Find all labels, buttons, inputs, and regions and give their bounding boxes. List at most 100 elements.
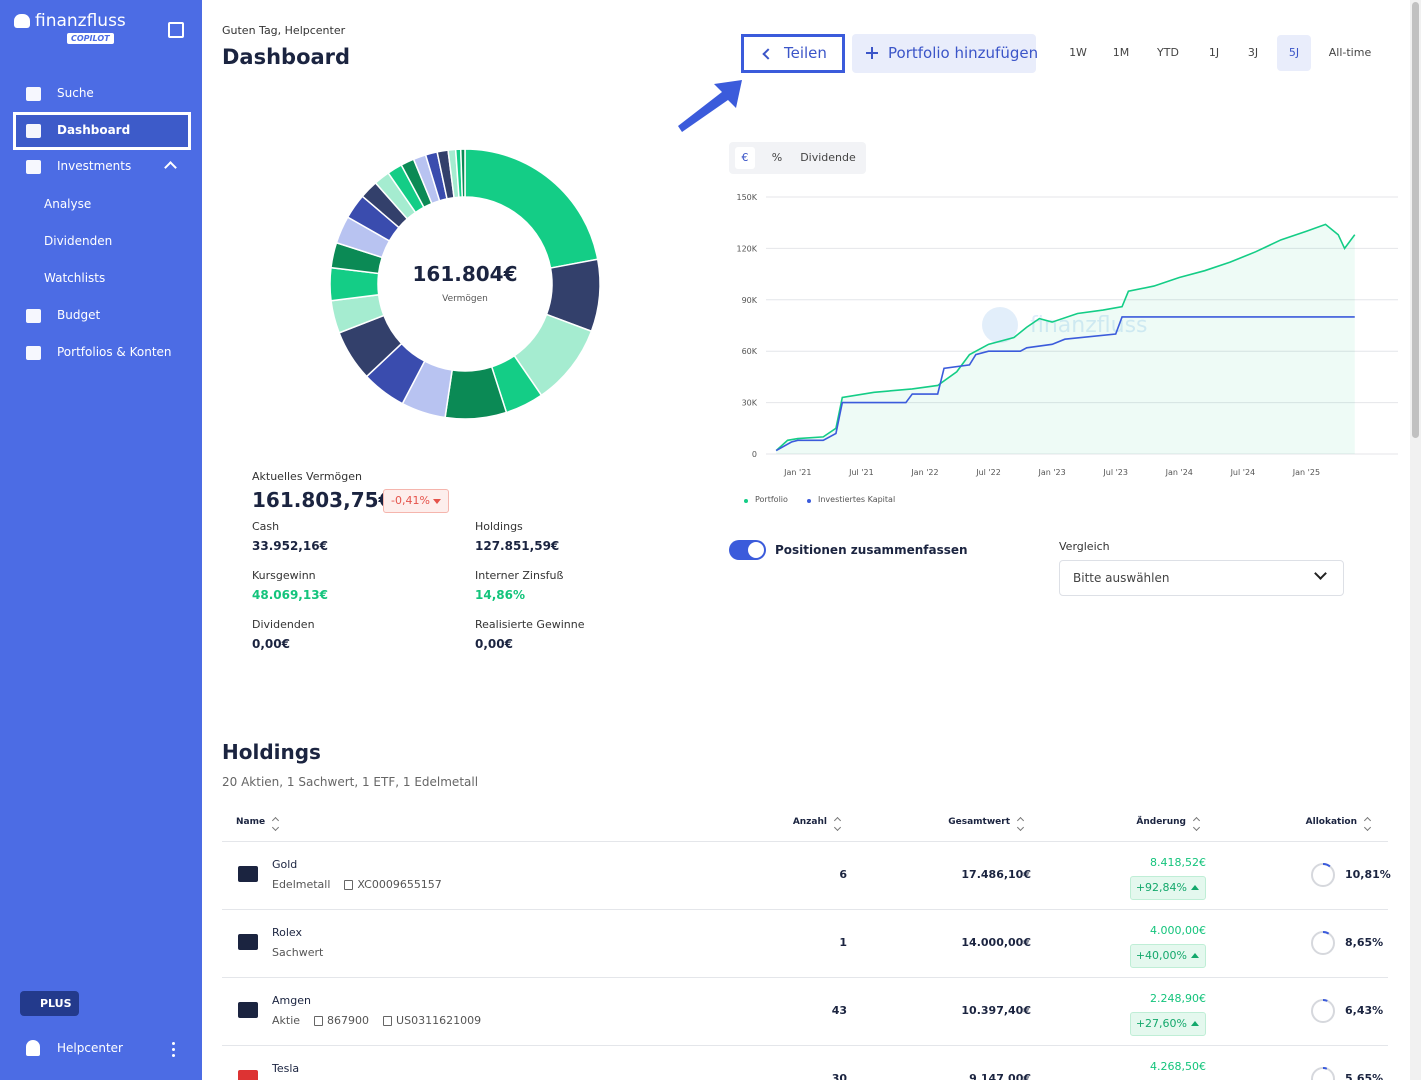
sort-icon (1363, 823, 1372, 832)
summary-value: 161.803,75€ (252, 488, 393, 512)
chart-tab[interactable]: € (741, 151, 749, 164)
holding-meta: Edelmetall (272, 878, 331, 891)
share-button[interactable]: Teilen (741, 34, 845, 73)
range-button[interactable]: YTD (1157, 46, 1179, 59)
range-button[interactable]: 1W (1069, 46, 1087, 59)
compare-label: Vergleich (1059, 540, 1110, 553)
user-name[interactable]: Helpcenter (57, 1041, 123, 1055)
ring-arc (1322, 931, 1330, 935)
sidebar (0, 0, 202, 1080)
stat-label: Dividenden (252, 618, 315, 631)
stat-value: 33.952,16€ (252, 539, 328, 553)
select-chevron (1314, 567, 1327, 580)
up-icon (1191, 1021, 1199, 1026)
holding-name[interactable]: Gold (272, 858, 298, 871)
range-active (1277, 35, 1311, 71)
column-header[interactable]: Gesamtwert (948, 817, 1010, 827)
row-divider (222, 977, 1388, 978)
y-tick-label: 90K (742, 296, 758, 305)
nav-item[interactable]: Portfolios & Konten (57, 345, 172, 359)
nav-item[interactable]: Investments (57, 159, 132, 173)
y-tick-label: 30K (742, 399, 758, 408)
summary-label: Aktuelles Vermögen (252, 470, 362, 483)
column-header[interactable]: Allokation (1305, 817, 1357, 827)
holding-meta: Aktie (272, 1014, 301, 1027)
copy-icon (344, 880, 354, 890)
range-button[interactable]: 5J (1288, 46, 1300, 59)
allocation-label: 6,43% (1345, 1004, 1384, 1017)
menu-dot[interactable] (172, 1042, 175, 1045)
stat-value: 0,00€ (475, 637, 513, 651)
holding-logo (238, 934, 258, 950)
donut-segment (459, 148, 466, 198)
stat-value: 0,00€ (252, 637, 290, 651)
scrollbar[interactable] (1410, 0, 1421, 1080)
line (775, 223, 1356, 452)
holding-name[interactable]: Rolex (272, 926, 303, 939)
holding-change: 4.268,50€ (1150, 1060, 1206, 1073)
holding-quantity: 1 (839, 936, 847, 949)
nav-item[interactable]: Dividenden (44, 234, 113, 248)
legend-label: Portfolio (755, 495, 788, 504)
range-button[interactable]: 1M (1112, 46, 1130, 59)
ring-arc (1322, 863, 1331, 868)
up-icon (1191, 953, 1199, 958)
up-icon (1191, 885, 1199, 890)
holding-change: 8.418,52€ (1150, 856, 1206, 869)
select-placeholder: Bitte auswählen (1073, 571, 1170, 585)
holding-name[interactable]: Tesla (272, 1062, 300, 1075)
change-pct-badge: +92,84% (1129, 876, 1206, 900)
holding-name[interactable]: Amgen (272, 994, 311, 1007)
nav-item[interactable]: Watchlists (44, 271, 106, 285)
column-header[interactable]: Änderung (1136, 817, 1186, 827)
scroll-thumb[interactable] (1412, 2, 1419, 438)
sort-icon (1016, 823, 1025, 832)
sort-icon (271, 823, 280, 832)
stat-label: Holdings (475, 520, 523, 533)
column-header[interactable]: Name (236, 817, 266, 827)
nav-item[interactable]: Budget (57, 308, 101, 322)
x-tick-label: Jul '24 (1230, 468, 1256, 477)
chart-tab[interactable]: % (771, 151, 783, 164)
ring-track (1311, 863, 1335, 887)
nav-item[interactable]: Dashboard (57, 123, 131, 137)
legend-label: Investiertes Kapital (818, 495, 896, 504)
allocation-label: 10,81% (1345, 868, 1391, 881)
x-tick-label: Jul '23 (1102, 468, 1128, 477)
nav-item[interactable]: Analyse (44, 197, 92, 211)
stat-label: Interner Zinsfuß (475, 569, 564, 582)
copilot-badge: COPILOT (67, 33, 114, 44)
stat-label: Cash (252, 520, 280, 533)
plan-badge[interactable]: PLUS (20, 991, 79, 1016)
menu-dot[interactable] (172, 1054, 175, 1057)
page-title: Dashboard (222, 45, 351, 69)
change-badge: -0,41% (383, 489, 449, 513)
range-button[interactable]: 1J (1208, 46, 1220, 59)
nav-item[interactable]: Suche (57, 86, 94, 100)
allocation-ring (1311, 931, 1335, 955)
sort-icon (833, 823, 842, 832)
holding-meta: Sachwert (272, 946, 324, 959)
add-portfolio-button[interactable]: Portfolio hinzufügen (852, 34, 1039, 73)
column-header[interactable]: Anzahl (792, 817, 827, 827)
x-tick-label: Jan '24 (1165, 468, 1193, 477)
donut-chart (329, 148, 601, 420)
range-button[interactable]: 3J (1247, 46, 1259, 59)
donut-label: Vermögen (442, 294, 488, 304)
holding-meta: XC0009655157 (357, 878, 442, 891)
x-tick-label: Jul '21 (848, 468, 874, 477)
allocation-label: 5,65% (1345, 1072, 1384, 1080)
chart-tab[interactable]: Dividende (800, 151, 856, 164)
collapse-button[interactable] (168, 22, 184, 38)
pointer-arrow (678, 80, 742, 132)
menu-dot[interactable] (172, 1048, 175, 1051)
ring-track (1311, 931, 1335, 955)
compare-select[interactable]: Bitte auswählen (1059, 560, 1344, 596)
range-button[interactable]: All-time (1328, 46, 1372, 59)
change-down-icon (432, 499, 441, 504)
allocation-label: 8,65% (1345, 936, 1384, 949)
stat-label: Kursgewinn (252, 569, 316, 582)
toggle-knob (748, 542, 764, 558)
add-label: Portfolio hinzufügen (888, 44, 1039, 62)
stat-label: Realisierte Gewinne (475, 618, 585, 631)
